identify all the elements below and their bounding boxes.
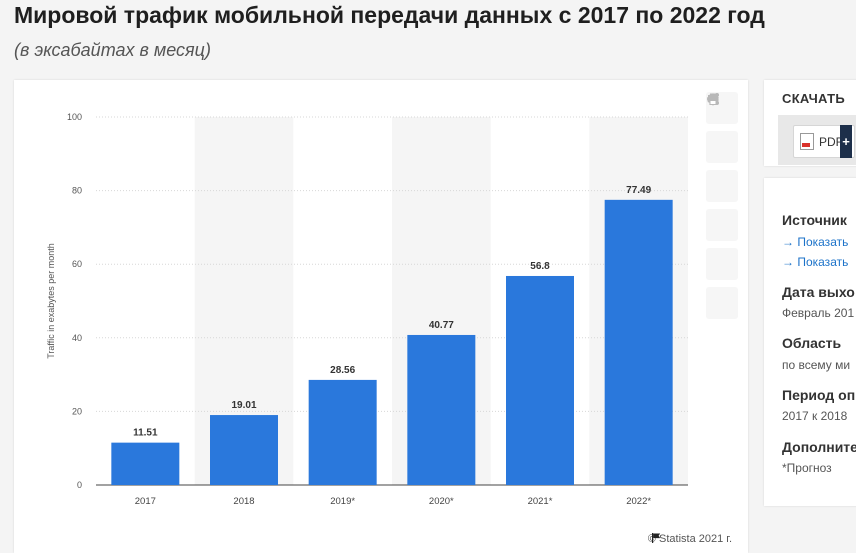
value-label: 56.8 [530, 261, 550, 272]
y-tick-label: 20 [72, 406, 82, 416]
value-label: 11.51 [133, 428, 158, 439]
bar-chart: 0 20 40 60 80 100 Traffic in exabytes per mont… [46, 112, 688, 507]
x-tick-label: 2018 [233, 496, 254, 507]
statista-credit[interactable]: © Statista 2021 г. [648, 533, 732, 545]
show-source-link-1[interactable]: → Показать [782, 235, 849, 249]
print-button[interactable] [706, 93, 738, 319]
x-tick-label: 2019* [330, 496, 355, 507]
bar [308, 379, 377, 485]
credit-text: © Statista 2021 г. [647, 533, 732, 545]
settings-button[interactable] [706, 93, 738, 202]
period-value: 2017 к 2018 [782, 409, 848, 423]
pdf-file-icon [800, 133, 814, 150]
print-icon [707, 93, 719, 105]
download-panel: СКАЧАТЬ PDF + [764, 80, 856, 166]
flag-icon [651, 533, 661, 543]
value-label: 28.56 [330, 365, 355, 376]
region-value: по всему ми [782, 358, 851, 372]
more-formats-button[interactable]: + [840, 125, 852, 158]
notification-button[interactable] [706, 93, 738, 163]
source-heading: Источник [782, 212, 847, 228]
extra-info-heading: Дополните [782, 439, 856, 455]
extra-info-value: *Прогноз [782, 461, 832, 475]
pdf-label: PDF [819, 134, 843, 149]
y-tick-label: 40 [72, 333, 82, 343]
chart-card: 0 20 40 60 80 100 Traffic in exabytes per mont… [14, 80, 748, 553]
y-tick-label: 60 [72, 259, 82, 269]
plus-label: + [842, 134, 850, 149]
y-tick-label: 0 [77, 480, 82, 490]
x-tick-label: 2020* [429, 496, 454, 507]
y-tick-label: 100 [67, 112, 82, 122]
page-title: Мировой трафик мобильной передачи данных… [14, 2, 765, 28]
cite-button[interactable] [706, 95, 738, 280]
bar [407, 334, 476, 485]
bar [604, 199, 673, 485]
release-date-heading: Дата выхо [782, 284, 855, 300]
bar [210, 415, 278, 485]
x-tick-label: 2022* [626, 496, 651, 507]
value-label: 19.01 [231, 400, 256, 411]
x-tick-label: 2021* [528, 496, 553, 507]
y-tick-label: 80 [72, 186, 82, 196]
x-tick-label: 2017 [135, 496, 156, 507]
download-title: СКАЧАТЬ [782, 91, 845, 106]
bar [111, 442, 180, 485]
value-label: 77.49 [626, 185, 651, 196]
info-panel: Источник → Показать → Показать Дата выхо… [764, 178, 856, 506]
release-date-value: Февраль 201 [782, 306, 855, 320]
value-label: 40.77 [429, 320, 454, 331]
period-heading: Период оп [782, 387, 856, 403]
chart-toolbar [706, 92, 738, 326]
show-source-link-2[interactable]: → Показать [782, 255, 849, 269]
bar [506, 275, 574, 485]
region-heading: Область [782, 335, 842, 351]
share-button[interactable] [706, 93, 738, 241]
download-options: PDF + [778, 115, 856, 165]
y-axis-label: Traffic in exabytes per month [46, 243, 56, 359]
page-subtitle: (в эксабайтах в месяц) [14, 40, 211, 60]
